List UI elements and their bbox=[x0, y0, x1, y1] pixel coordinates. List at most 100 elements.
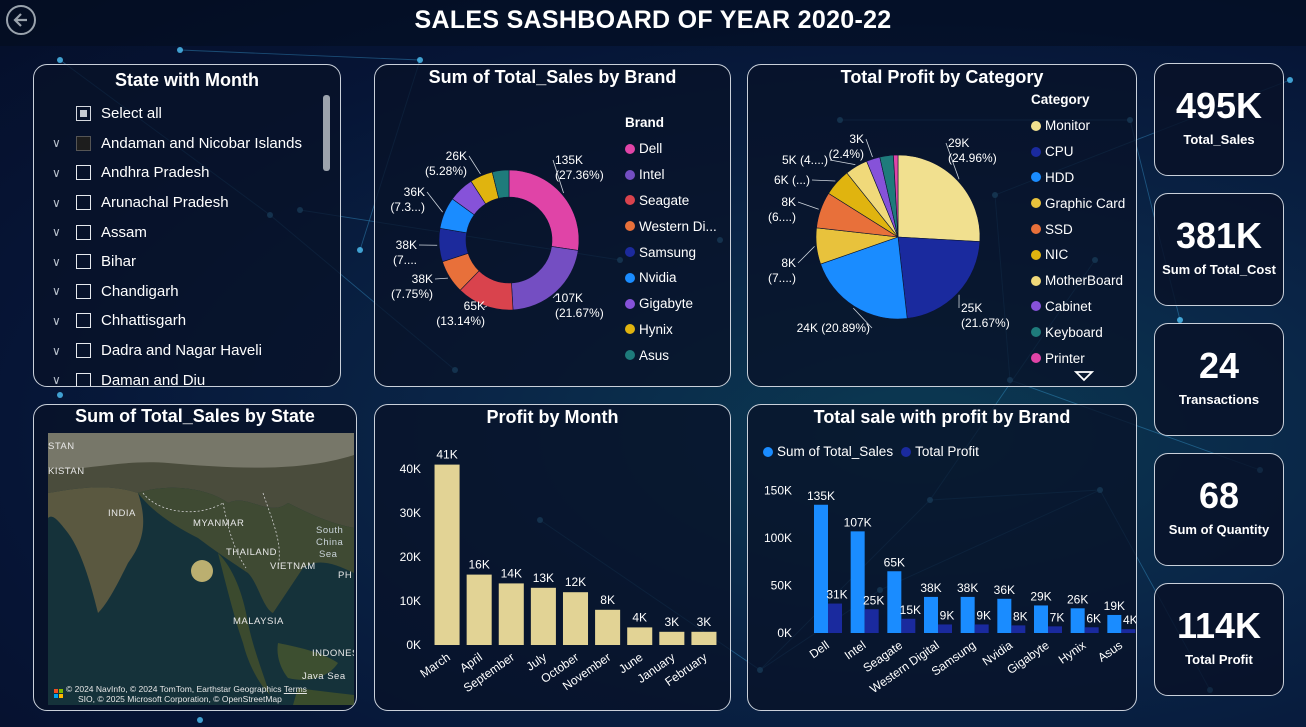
checkbox[interactable] bbox=[76, 195, 91, 211]
bar[interactable] bbox=[1084, 627, 1099, 633]
slicer-item[interactable]: ∨ Andhra Pradesh bbox=[48, 158, 328, 188]
bar[interactable] bbox=[887, 571, 902, 633]
profit-month-chart[interactable]: 0K10K20K30K40K41KMarch16KApril14KSeptemb… bbox=[375, 427, 731, 711]
bar[interactable] bbox=[901, 618, 916, 633]
bar[interactable] bbox=[530, 587, 556, 645]
pie-slice[interactable] bbox=[897, 236, 981, 319]
bar[interactable] bbox=[1034, 605, 1048, 633]
data-label: (21.67%) bbox=[961, 316, 1010, 330]
slicer-item[interactable]: ∨ Andaman and Nicobar Islands bbox=[48, 129, 328, 159]
bar[interactable] bbox=[1011, 625, 1026, 633]
bar[interactable] bbox=[691, 631, 717, 645]
checkbox[interactable] bbox=[76, 224, 91, 240]
bar[interactable] bbox=[595, 609, 621, 645]
slicer-item[interactable]: ∨ Daman and Diu bbox=[48, 365, 328, 387]
chevron-down-icon[interactable]: ∨ bbox=[52, 313, 61, 328]
data-label: 9K bbox=[940, 608, 955, 622]
legend-item[interactable]: Dell bbox=[625, 136, 717, 162]
sales-profit-chart[interactable]: 0K 50K 100K 150K 135K 31K Dell 107K 25K Intel 65K 1… bbox=[748, 461, 1137, 711]
legend-item[interactable]: Samsung bbox=[625, 239, 717, 265]
bar[interactable] bbox=[1070, 608, 1085, 633]
bar[interactable] bbox=[850, 531, 865, 633]
slicer-item[interactable]: ∨ Chandigarh bbox=[48, 277, 328, 307]
legend-item-profit[interactable]: Total Profit bbox=[901, 439, 979, 465]
bar[interactable] bbox=[627, 627, 653, 645]
bar[interactable] bbox=[1048, 626, 1062, 633]
legend-item[interactable]: Nvidia bbox=[625, 265, 717, 291]
legend-scroll-down-icon[interactable] bbox=[1074, 370, 1094, 382]
bar[interactable] bbox=[1107, 614, 1122, 633]
slicer-item[interactable]: Select all bbox=[48, 99, 328, 129]
slicer-item[interactable]: ∨ Dadra and Nagar Haveli bbox=[48, 336, 328, 366]
legend-item[interactable]: Intel bbox=[625, 162, 717, 188]
legend-item[interactable]: Monitor bbox=[1031, 113, 1125, 139]
back-button[interactable] bbox=[6, 5, 36, 35]
slicer-item[interactable]: ∨ Arunachal Pradesh bbox=[48, 188, 328, 218]
checkbox[interactable] bbox=[76, 372, 91, 386]
slicer-scrollbar[interactable] bbox=[323, 95, 330, 171]
state-map[interactable]: STAN KISTAN INDIA MYANMAR THAILAND VIETNAM Sou… bbox=[48, 433, 354, 705]
checkbox[interactable] bbox=[76, 165, 91, 181]
bar[interactable] bbox=[434, 464, 460, 645]
slicer-item[interactable]: ∨ Chhattisgarh bbox=[48, 306, 328, 336]
chevron-down-icon[interactable]: ∨ bbox=[52, 254, 61, 269]
pie-slice[interactable] bbox=[893, 154, 899, 238]
legend-item[interactable]: MotherBoard bbox=[1031, 268, 1125, 294]
legend-item[interactable]: Seagate bbox=[625, 188, 717, 214]
bar[interactable] bbox=[974, 624, 989, 633]
pie-slice[interactable] bbox=[491, 169, 510, 199]
slicer-item[interactable]: ∨ Bihar bbox=[48, 247, 328, 277]
chevron-down-icon[interactable]: ∨ bbox=[52, 225, 61, 240]
legend-item[interactable]: CPU bbox=[1031, 139, 1125, 165]
legend-item[interactable]: HDD bbox=[1031, 165, 1125, 191]
slicer-item[interactable]: ∨ Assam bbox=[48, 217, 328, 247]
checkbox[interactable] bbox=[76, 254, 91, 270]
bar[interactable] bbox=[960, 596, 975, 633]
brand-donut-chart[interactable]: 135K(27.36%)107K(21.67%)65K(13.14%)38K(7… bbox=[375, 87, 625, 387]
bar[interactable] bbox=[938, 624, 952, 633]
bar[interactable] bbox=[828, 603, 842, 633]
legend-item[interactable]: Western Di... bbox=[625, 213, 717, 239]
chevron-down-icon[interactable]: ∨ bbox=[52, 284, 61, 299]
legend-item-sales[interactable]: Sum of Total_Sales bbox=[763, 439, 893, 465]
legend-item[interactable]: Printer bbox=[1031, 345, 1125, 371]
bar[interactable] bbox=[562, 592, 589, 645]
legend-item[interactable]: Asus bbox=[625, 342, 717, 368]
state-bubble[interactable] bbox=[191, 560, 213, 582]
bar[interactable] bbox=[1121, 629, 1136, 633]
chevron-down-icon[interactable]: ∨ bbox=[52, 165, 61, 180]
legend-item[interactable]: Keyboard bbox=[1031, 319, 1125, 345]
x-tick-label: Intel bbox=[842, 638, 869, 662]
checkbox[interactable] bbox=[76, 313, 91, 329]
category-pie-chart[interactable]: 29K(24.96%)25K(21.67%)24K (20.89%)8K(7..… bbox=[748, 87, 1028, 387]
pie-slice[interactable] bbox=[508, 169, 580, 251]
checkbox[interactable] bbox=[76, 343, 91, 359]
checkbox[interactable] bbox=[76, 135, 91, 151]
checkbox[interactable] bbox=[76, 283, 91, 299]
data-label: 65K bbox=[884, 555, 905, 569]
data-label: 8K bbox=[781, 195, 796, 209]
bar[interactable] bbox=[659, 631, 685, 645]
checkbox[interactable] bbox=[76, 106, 91, 122]
legend-item[interactable]: Graphic Card bbox=[1031, 190, 1125, 216]
chevron-down-icon[interactable]: ∨ bbox=[52, 373, 61, 387]
legend-item[interactable]: Gigabyte bbox=[625, 291, 717, 317]
bar[interactable] bbox=[997, 598, 1012, 633]
legend-item[interactable]: Hynix bbox=[625, 317, 717, 343]
map-terms-link[interactable]: Terms bbox=[283, 684, 307, 694]
bar[interactable] bbox=[466, 574, 492, 645]
bar[interactable] bbox=[498, 583, 524, 645]
chevron-down-icon[interactable]: ∨ bbox=[52, 195, 61, 210]
bar[interactable] bbox=[864, 609, 879, 633]
bar[interactable] bbox=[814, 504, 828, 633]
map-label: THAILAND bbox=[226, 547, 277, 558]
chevron-down-icon[interactable]: ∨ bbox=[52, 136, 61, 151]
pie-slice[interactable] bbox=[897, 154, 981, 242]
legend-item[interactable]: NIC bbox=[1031, 242, 1125, 268]
legend-item[interactable]: SSD bbox=[1031, 216, 1125, 242]
chevron-down-icon[interactable]: ∨ bbox=[52, 343, 61, 358]
data-label: 25K bbox=[863, 593, 884, 607]
bar[interactable] bbox=[924, 596, 938, 633]
pie-slice[interactable] bbox=[820, 236, 908, 320]
legend-item[interactable]: Cabinet bbox=[1031, 294, 1125, 320]
